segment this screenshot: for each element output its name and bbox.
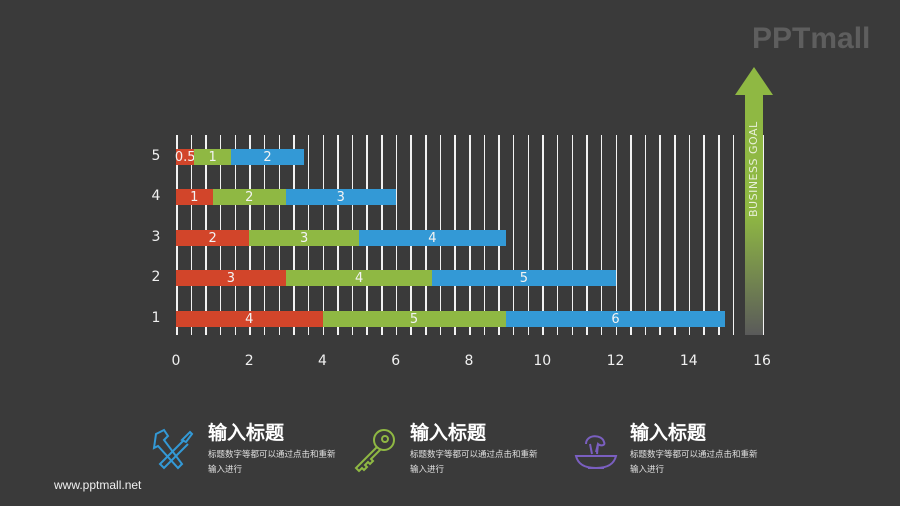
business-goal-label: BUSINESS GOAL [747, 121, 760, 217]
y-tick-label: 3 [151, 229, 161, 245]
bar-segment: 0.5 [174, 149, 196, 165]
y-tick-label: 4 [151, 188, 161, 204]
grid-line [659, 135, 661, 335]
bar-segment: 2 [230, 149, 305, 165]
grid-line [732, 135, 735, 335]
brand-logo: PPTmall [752, 22, 871, 55]
feature-item-3: 输入标题 标题数字等都可以通过点击和重新输入进行 [572, 412, 782, 482]
footer-url[interactable]: www.pptmall.net [54, 478, 142, 492]
grid-line [630, 135, 632, 335]
bar-segment: 4 [285, 270, 433, 286]
grid-line [674, 135, 676, 335]
bar-segment: 6 [505, 311, 726, 327]
key-icon [354, 429, 395, 473]
grid-line [615, 135, 617, 335]
business-goal-arrow-icon [735, 67, 773, 335]
grid-line [527, 135, 530, 335]
bar-segment: 3 [176, 270, 286, 286]
grid-line [688, 135, 691, 335]
y-tick-label: 1 [151, 310, 161, 326]
bar-segment: 1 [176, 189, 213, 205]
juicer-icon [574, 435, 618, 470]
x-tick-label: 6 [391, 353, 401, 369]
tools-icon [152, 428, 194, 470]
x-tick-label: 4 [318, 353, 327, 369]
y-tick-label: 5 [151, 148, 161, 164]
bar-segment: 2 [212, 189, 286, 205]
x-tick-label: 8 [464, 353, 474, 369]
grid-line [542, 135, 544, 335]
grid-line [600, 135, 603, 335]
grid-line [556, 135, 559, 335]
grid-line [571, 135, 574, 335]
grid-line [718, 135, 720, 335]
x-tick-label: 16 [753, 353, 771, 369]
x-tick-label: 0 [171, 353, 181, 369]
feature-item-1: 输入标题 标题数字等都可以通过点击和重新输入进行 [150, 412, 350, 482]
x-tick-label: 14 [679, 353, 698, 369]
feature-item-2: 输入标题 标题数字等都可以通过点击和重新输入进行 [352, 412, 562, 482]
bar-segment: 5 [322, 311, 506, 327]
bar-segment: 5 [432, 270, 616, 286]
grid-line [512, 135, 515, 335]
x-tick-label: 2 [244, 353, 254, 369]
bar-segment: 3 [249, 230, 360, 246]
x-tick-label: 12 [606, 353, 625, 369]
y-tick-label: 2 [151, 269, 161, 285]
x-tick-label: 10 [533, 353, 552, 369]
grid-line [644, 135, 647, 335]
bar-segment: 1 [194, 149, 231, 165]
bar-segment: 2 [176, 230, 250, 246]
bar-segment: 4 [176, 311, 323, 327]
bar-segment: 3 [285, 189, 396, 205]
grid-line [586, 135, 588, 335]
grid-line [703, 135, 705, 335]
bar-segment: 4 [359, 230, 506, 246]
